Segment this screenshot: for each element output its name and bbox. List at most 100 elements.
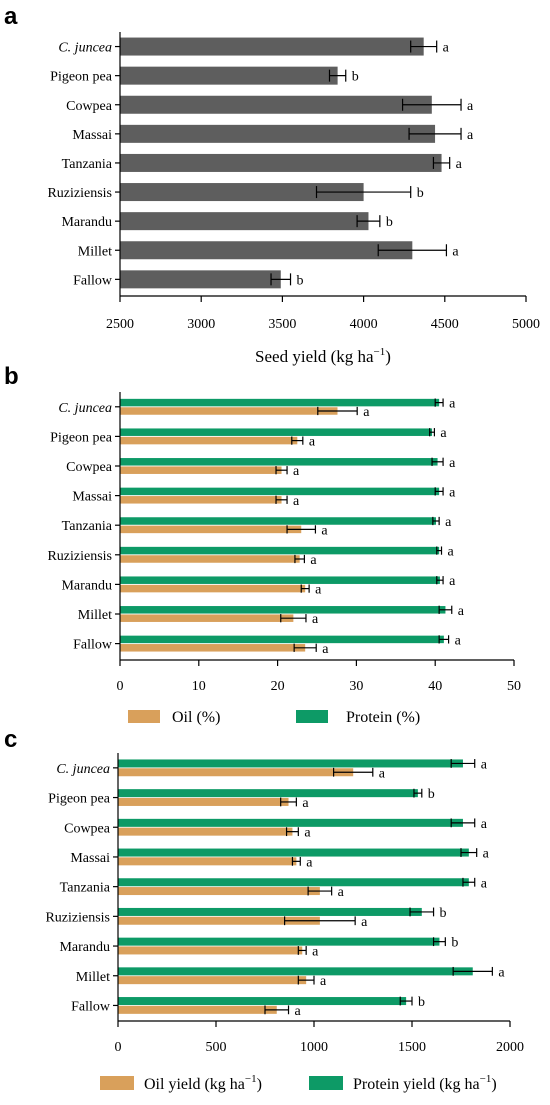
significance-letter: a <box>321 523 328 538</box>
significance-letter: a <box>293 464 300 479</box>
legend-oil-yield-label: Oil yield (kg ha−1) <box>144 1073 262 1093</box>
significance-letter: b <box>418 995 425 1010</box>
significance-letter: a <box>363 405 370 420</box>
panel-a-x-axis-label: Seed yield (kg ha−1) <box>255 346 391 366</box>
bar <box>118 976 307 985</box>
significance-letter: b <box>352 70 359 85</box>
bar <box>118 907 422 916</box>
x-tick-label: 0 <box>117 679 124 694</box>
significance-letter: b <box>451 936 458 951</box>
category-label: Massai <box>70 851 110 866</box>
bar <box>120 555 300 563</box>
x-tick-label: 50 <box>507 679 521 694</box>
x-tick-label: 10 <box>192 679 206 694</box>
significance-letter: a <box>312 944 319 959</box>
category-label: Tanzania <box>62 157 113 172</box>
significance-letter: a <box>455 633 462 648</box>
category-label: Fallow <box>71 999 111 1014</box>
x-tick-label: 0 <box>115 1040 122 1055</box>
significance-letter: a <box>498 965 505 980</box>
x-tick-label: 1500 <box>398 1040 426 1055</box>
bar <box>120 241 413 260</box>
significance-letter: a <box>445 515 452 530</box>
bar <box>120 407 338 415</box>
significance-letter: b <box>428 787 435 802</box>
significance-letter: a <box>440 426 447 441</box>
category-label: Massai <box>72 128 112 143</box>
bar <box>120 614 294 622</box>
panel-a-letter: a <box>4 3 18 30</box>
significance-letter: a <box>467 128 474 143</box>
significance-letter: a <box>481 876 488 891</box>
bar <box>118 848 469 857</box>
category-label: Cowpea <box>66 99 113 114</box>
panel-b-letter: b <box>4 363 19 390</box>
x-tick-label: 3500 <box>268 317 296 332</box>
x-tick-label: 2000 <box>496 1040 524 1055</box>
bar <box>120 66 338 85</box>
significance-letter: a <box>449 397 456 412</box>
bar <box>118 1005 277 1014</box>
bar <box>118 797 289 806</box>
significance-letter: a <box>448 545 455 560</box>
significance-letter: a <box>338 885 345 900</box>
bar <box>118 946 303 955</box>
x-tick-label: 4500 <box>431 317 459 332</box>
significance-letter: a <box>481 817 488 832</box>
bar <box>118 768 354 777</box>
bar <box>120 124 436 143</box>
bar <box>120 183 364 202</box>
category-label: Millet <box>78 244 112 259</box>
significance-letter: a <box>293 494 300 509</box>
category-label: Ruziziensis <box>45 910 110 925</box>
bar <box>120 398 440 407</box>
bar <box>118 878 469 887</box>
bar <box>120 584 306 593</box>
category-label: Pigeon pea <box>50 430 113 445</box>
bar <box>120 487 440 496</box>
panel-c-chart: c Oil yield (kg ha−1) Protein yield (kg … <box>4 726 524 1093</box>
x-tick-label: 1000 <box>300 1040 328 1055</box>
category-label: Millet <box>78 608 112 623</box>
bar <box>118 818 463 827</box>
bar <box>120 153 442 172</box>
legend-protein-swatch <box>296 710 328 723</box>
significance-letter: a <box>452 244 459 259</box>
legend-protein-label: Protein (%) <box>346 709 420 726</box>
bar <box>120 212 369 231</box>
bar <box>118 916 320 925</box>
x-tick-label: 40 <box>428 679 442 694</box>
legend-oil-swatch <box>128 710 160 723</box>
bar <box>120 95 432 114</box>
bar <box>118 967 473 976</box>
significance-letter: a <box>310 553 317 568</box>
category-label: Cowpea <box>66 460 113 475</box>
bar <box>118 759 463 768</box>
significance-letter: a <box>449 574 456 589</box>
legend-oil-label: Oil (%) <box>172 709 220 726</box>
significance-letter: a <box>458 604 465 619</box>
bar <box>120 496 282 504</box>
significance-letter: a <box>295 1004 302 1019</box>
x-tick-label: 500 <box>206 1040 227 1055</box>
bar <box>118 789 418 798</box>
significance-letter: b <box>440 906 447 921</box>
x-tick-label: 2500 <box>106 317 134 332</box>
category-label: Massai <box>72 490 112 505</box>
legend-protein-yield-swatch <box>309 1076 343 1090</box>
significance-letter: a <box>312 612 319 627</box>
significance-letter: a <box>481 757 488 772</box>
legend-protein-yield-label: Protein yield (kg ha−1) <box>353 1073 497 1093</box>
significance-letter: b <box>417 186 424 201</box>
significance-letter: a <box>379 766 386 781</box>
significance-letter: a <box>361 915 368 930</box>
significance-letter: a <box>467 99 474 114</box>
bar <box>118 827 293 836</box>
category-label: Marandu <box>61 578 112 593</box>
significance-letter: a <box>304 826 311 841</box>
x-tick-label: 3000 <box>187 317 215 332</box>
bar <box>118 997 407 1006</box>
significance-letter: a <box>306 855 313 870</box>
